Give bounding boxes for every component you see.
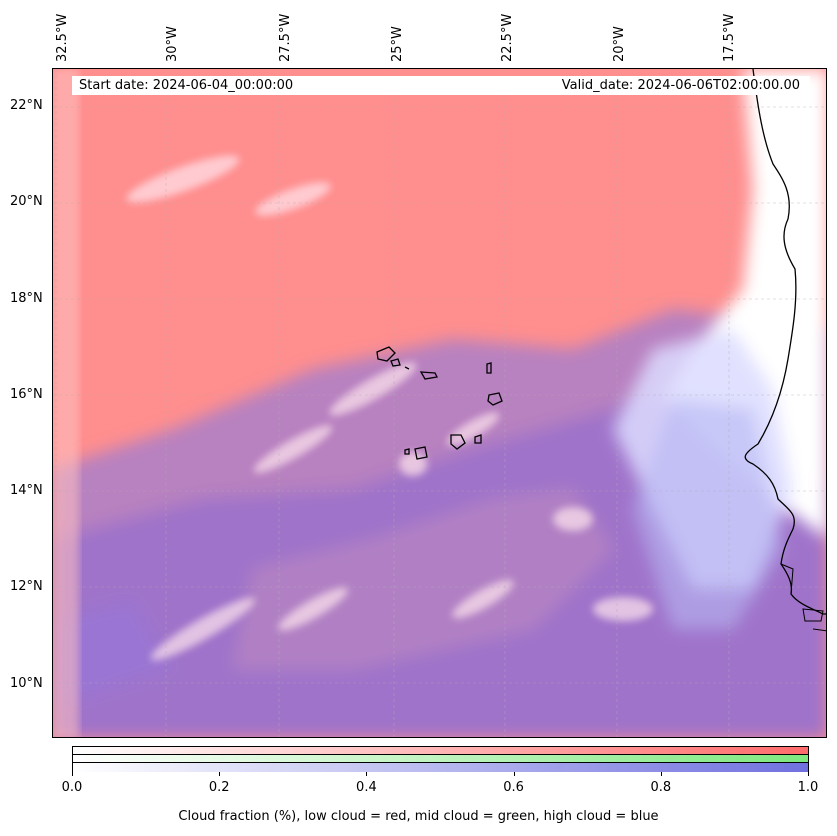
longitude-label: 25°W <box>390 26 405 62</box>
cape-verde-islands <box>376 346 503 460</box>
latitude-label: 12°N <box>10 579 43 594</box>
colorbar-label: Cloud fraction (%), low cloud = red, mid… <box>178 809 659 824</box>
latitude-label: 18°N <box>10 291 43 306</box>
longitude-label: 32.5°W <box>55 13 70 62</box>
colorbar-mid-cloud <box>73 755 808 763</box>
colorbar-low-cloud <box>73 747 808 755</box>
africa-coastline <box>744 69 826 615</box>
longitude-label: 27.5°W <box>278 13 293 62</box>
longitude-label: 20°W <box>612 26 627 62</box>
colorbar <box>72 746 809 772</box>
colorbar-tick-label: 1.0 <box>797 780 819 795</box>
colorbar-tick-label: 0.6 <box>503 780 524 795</box>
valid-date-label: Valid_date: 2024-06-06T02:00:00.00 <box>561 78 800 93</box>
colorbar-tick-label: 0.4 <box>356 780 377 795</box>
cloud-streaks <box>126 155 653 661</box>
colorbar-tick-label: 0.2 <box>208 780 230 795</box>
clear-sky-area <box>613 69 826 629</box>
colorbar-tick-mark <box>808 772 809 776</box>
colorbar-tick-mark <box>660 772 662 776</box>
latitude-label: 14°N <box>10 483 43 498</box>
colorbar-tick-label: 0.8 <box>650 780 672 795</box>
latitude-label: 16°N <box>10 387 43 402</box>
longitude-label: 22.5°W <box>500 13 515 62</box>
graticule <box>53 69 826 737</box>
cloud-fraction-map <box>53 69 826 737</box>
longitude-label: 17.5°W <box>722 13 737 62</box>
latitude-label: 20°N <box>10 194 43 209</box>
colorbar-tick-mark <box>219 772 221 776</box>
colorbar-high-cloud <box>73 763 808 772</box>
longitude-label: 30°W <box>165 26 180 62</box>
map-panel <box>52 68 827 738</box>
latitude-label: 22°N <box>10 98 43 113</box>
colorbar-tick-mark <box>72 772 73 776</box>
latitude-label: 10°N <box>10 676 43 691</box>
start-date-label: Start date: 2024-06-04_00:00:00 <box>79 78 294 93</box>
colorbar-tick-mark <box>513 772 515 776</box>
colorbar-tick-label: 0.0 <box>61 780 83 795</box>
colorbar-tick-mark <box>366 772 368 776</box>
date-info-bar: Start date: 2024-06-04_00:00:00 Valid_da… <box>72 76 810 95</box>
